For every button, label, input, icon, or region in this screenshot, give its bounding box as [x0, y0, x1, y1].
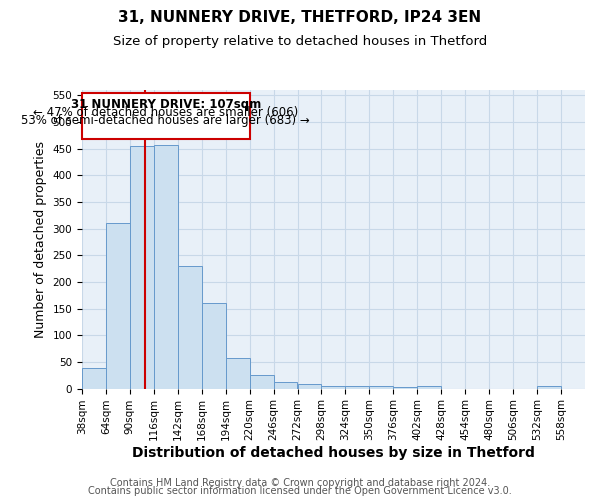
Text: Contains HM Land Registry data © Crown copyright and database right 2024.: Contains HM Land Registry data © Crown c…	[110, 478, 490, 488]
Text: Contains public sector information licensed under the Open Government Licence v3: Contains public sector information licen…	[88, 486, 512, 496]
Text: 31 NUNNERY DRIVE: 107sqm: 31 NUNNERY DRIVE: 107sqm	[71, 98, 261, 111]
Bar	[154, 145, 178, 388]
Bar	[226, 358, 250, 388]
Text: 31, NUNNERY DRIVE, THETFORD, IP24 3EN: 31, NUNNERY DRIVE, THETFORD, IP24 3EN	[118, 10, 482, 25]
Text: 53% of semi-detached houses are larger (683) →: 53% of semi-detached houses are larger (…	[22, 114, 310, 127]
Text: ← 47% of detached houses are smaller (606): ← 47% of detached houses are smaller (60…	[33, 106, 298, 119]
X-axis label: Distribution of detached houses by size in Thetford: Distribution of detached houses by size …	[132, 446, 535, 460]
Bar	[274, 382, 298, 388]
Bar	[178, 266, 202, 388]
Bar	[346, 386, 370, 388]
Text: Size of property relative to detached houses in Thetford: Size of property relative to detached ho…	[113, 35, 487, 48]
Bar	[370, 386, 394, 388]
FancyBboxPatch shape	[82, 92, 250, 139]
Y-axis label: Number of detached properties: Number of detached properties	[34, 141, 47, 338]
Bar	[394, 387, 417, 388]
Bar	[130, 146, 154, 388]
Bar	[250, 376, 274, 388]
Bar	[322, 386, 346, 388]
Bar	[202, 304, 226, 388]
Bar	[298, 384, 322, 388]
Bar	[417, 386, 441, 388]
Bar	[537, 386, 561, 388]
Bar	[82, 368, 106, 388]
Bar	[106, 224, 130, 388]
